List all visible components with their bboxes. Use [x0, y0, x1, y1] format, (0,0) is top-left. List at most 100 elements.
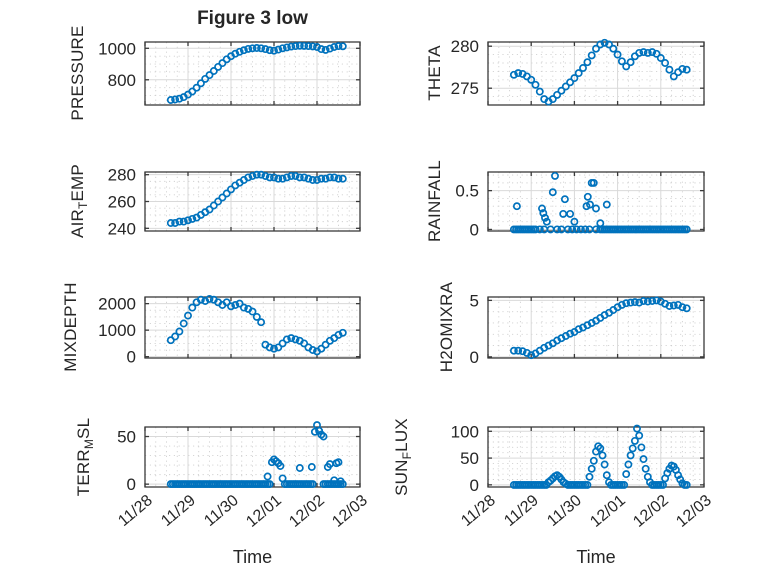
y-axis-label-h2omixra: H2OMIXRA — [437, 282, 459, 372]
data-point — [244, 44, 253, 53]
data-point — [175, 327, 184, 336]
data-point — [291, 335, 300, 344]
data-point — [325, 173, 334, 182]
data-point — [568, 225, 577, 234]
data-point — [586, 200, 594, 209]
y-tick-label: 240 — [108, 219, 136, 238]
data-point — [622, 470, 631, 479]
data-point — [682, 65, 691, 74]
data-point — [579, 64, 587, 72]
data-point — [509, 70, 518, 79]
subplot-terr-msl: 0 50 — [117, 421, 361, 495]
data-point — [592, 44, 600, 53]
data-point — [257, 170, 266, 179]
subplot-h2omixra: 05 — [470, 291, 705, 367]
data-point — [295, 41, 304, 50]
data-point — [527, 351, 536, 360]
subplot-air-temp: 240 260 280 — [108, 166, 361, 238]
data-point — [192, 83, 201, 92]
data-point — [274, 45, 283, 54]
data-point — [682, 225, 691, 234]
data-point — [626, 451, 635, 460]
data-point — [602, 471, 611, 480]
data-point — [313, 176, 321, 184]
x-axis-label-right: Time — [576, 547, 616, 567]
data-point — [287, 172, 296, 180]
axes-box — [144, 296, 361, 359]
data-point — [287, 42, 296, 51]
data-point — [235, 47, 244, 56]
data-point — [596, 444, 605, 453]
scatter-points — [509, 38, 691, 106]
data-point — [630, 436, 639, 445]
ylabel-text: SUN — [391, 459, 411, 496]
ylabel-text: RAINFALL — [424, 160, 444, 242]
data-point — [304, 174, 313, 183]
y-tick-labels: 0 50 — [117, 428, 136, 495]
data-point — [639, 297, 648, 305]
data-point — [270, 173, 278, 182]
data-point — [179, 319, 188, 328]
data-point — [248, 172, 257, 180]
data-point — [633, 424, 641, 433]
data-point — [338, 328, 347, 337]
data-point — [276, 462, 285, 470]
data-point — [334, 458, 343, 467]
data-point — [659, 480, 667, 489]
data-point — [572, 225, 581, 234]
data-point — [624, 460, 633, 469]
data-point — [589, 456, 598, 465]
scatter-points — [166, 421, 347, 489]
data-point — [282, 335, 291, 344]
data-point — [239, 303, 248, 312]
data-point — [622, 62, 631, 71]
grid-major — [145, 172, 360, 231]
data-point — [209, 67, 218, 75]
data-point — [596, 40, 605, 49]
data-point — [682, 480, 691, 489]
data-point — [617, 57, 626, 66]
data-point — [617, 300, 626, 309]
data-point — [218, 59, 227, 68]
data-point — [338, 42, 347, 51]
y-axis-label-theta: THETA — [425, 45, 447, 100]
data-point — [214, 197, 223, 206]
data-point — [560, 195, 569, 204]
data-point — [639, 48, 648, 57]
data-point — [574, 69, 583, 78]
data-point — [334, 174, 343, 183]
data-point — [548, 95, 557, 104]
data-point — [509, 346, 518, 355]
ylabel-sub: M — [82, 438, 97, 450]
data-point — [583, 192, 592, 201]
data-point — [257, 318, 266, 327]
data-point — [613, 50, 622, 59]
grid-minor — [145, 296, 360, 358]
data-point — [319, 432, 328, 441]
data-point — [587, 464, 596, 473]
data-point — [274, 174, 283, 183]
data-point — [669, 301, 678, 310]
data-point — [278, 474, 287, 483]
data-point — [641, 464, 650, 473]
grid-minor — [145, 426, 360, 487]
data-point — [330, 43, 339, 51]
data-point — [585, 472, 594, 481]
data-point — [574, 325, 583, 334]
data-point — [635, 48, 644, 57]
data-point — [308, 42, 317, 51]
data-point — [317, 174, 326, 183]
data-point — [321, 174, 330, 183]
data-point — [570, 74, 579, 83]
data-point — [563, 225, 572, 234]
scatter-points — [509, 171, 691, 234]
ylabel-text: TERR — [73, 449, 93, 497]
data-point — [542, 217, 551, 226]
data-point — [304, 42, 313, 51]
data-point — [661, 59, 670, 67]
data-point — [527, 75, 536, 84]
data-point — [594, 442, 603, 451]
data-point — [637, 443, 646, 452]
data-point — [214, 62, 223, 71]
data-point — [291, 42, 300, 51]
